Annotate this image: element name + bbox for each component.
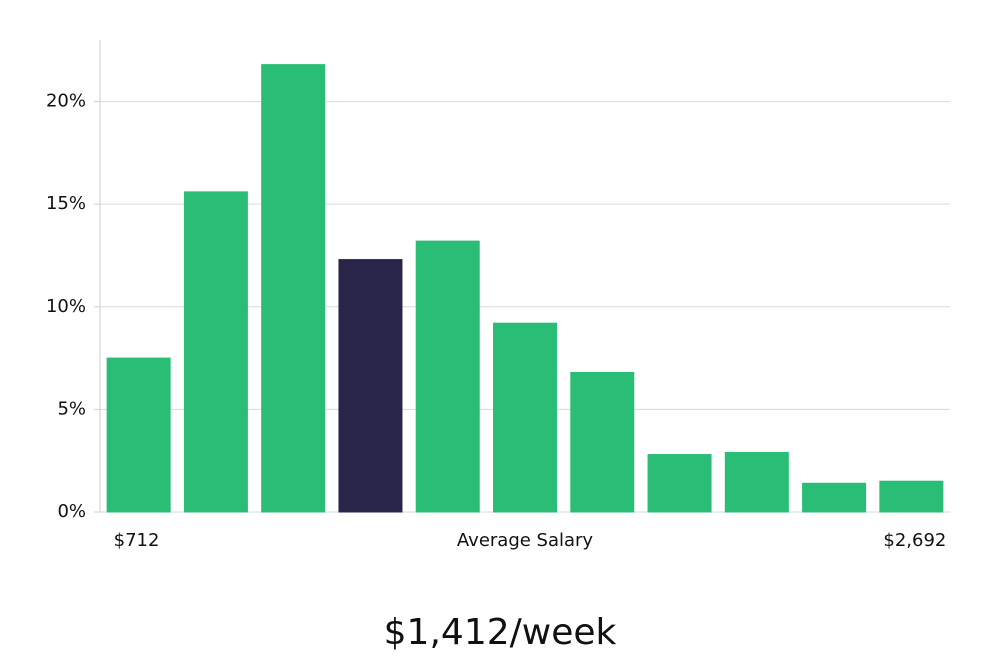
- bar: [570, 371, 635, 513]
- x-axis-label: Average Salary: [457, 530, 594, 551]
- y-tick-label: 10%: [46, 296, 86, 317]
- y-tick-label: 5%: [57, 398, 86, 419]
- bar: [183, 191, 248, 513]
- bar: [879, 480, 944, 513]
- x-tick-label: $2,692: [883, 530, 946, 551]
- bar: [261, 64, 326, 513]
- bar: [106, 357, 171, 513]
- y-tick-label: 15%: [46, 193, 86, 214]
- y-tick-label: 0%: [57, 501, 86, 522]
- bar: [415, 240, 480, 513]
- bar: [493, 322, 557, 513]
- annotation: $1,412/week: [384, 612, 617, 653]
- bar: [647, 454, 712, 513]
- x-tick-label: $712: [114, 530, 160, 551]
- y-tick-label: 20%: [46, 91, 86, 112]
- bar: [802, 482, 867, 513]
- bar: [338, 259, 403, 513]
- bar: [724, 451, 789, 513]
